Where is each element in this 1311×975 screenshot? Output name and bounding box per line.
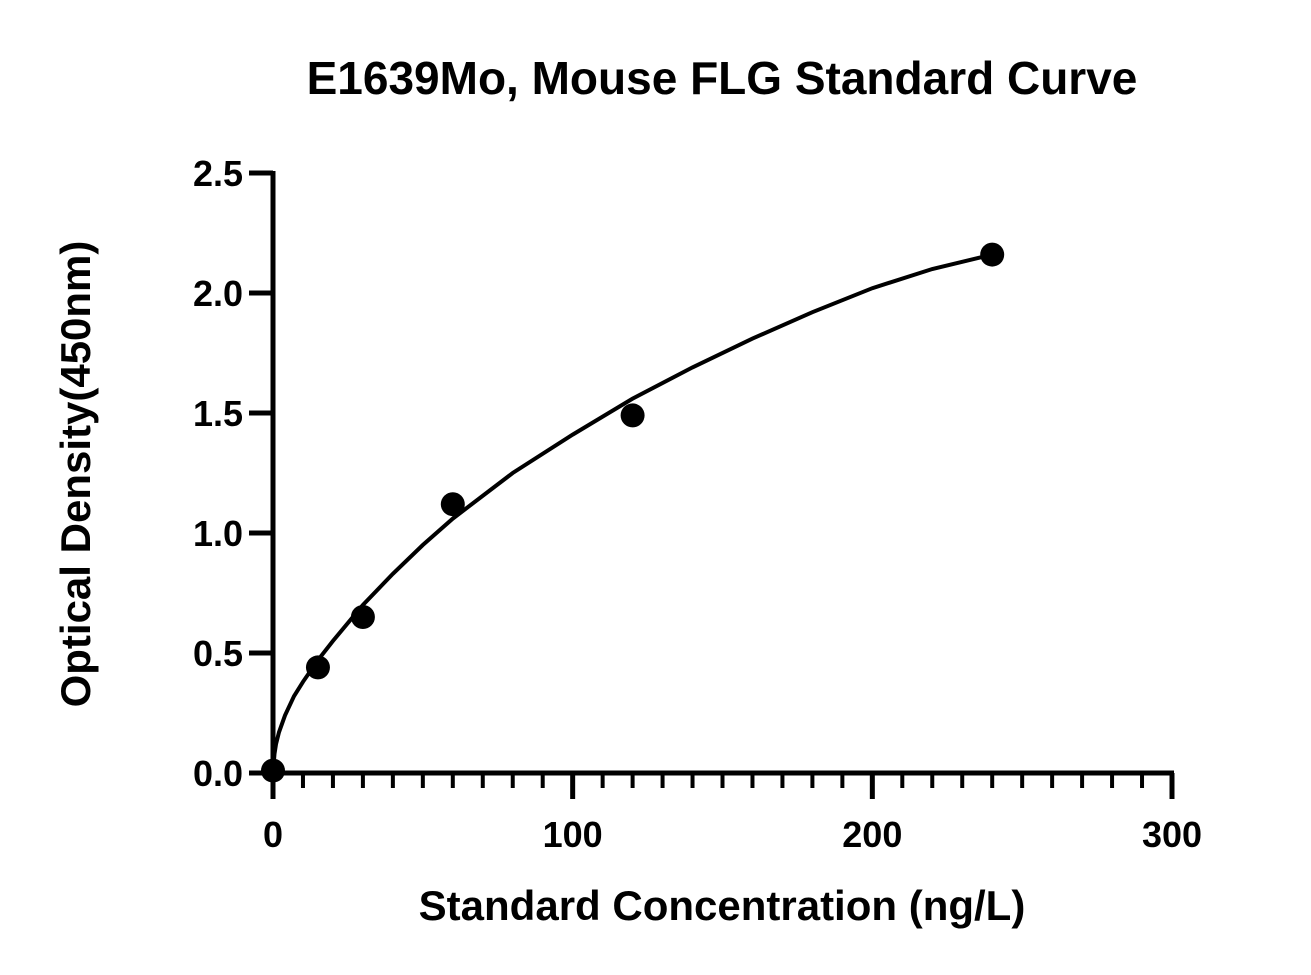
plot-area: 0.0 0.5 1.0 1.5 2.0 2.5 0 100 200 300 (193, 153, 1202, 855)
fit-curve-line (271, 252, 993, 774)
data-point-0 (261, 758, 285, 783)
y-tick-label-2: 1.0 (193, 513, 243, 554)
chart-title: E1639Mo, Mouse FLG Standard Curve (307, 52, 1138, 104)
y-tick-label-4: 2.0 (193, 273, 243, 314)
data-point-1 (305, 655, 330, 680)
data-point-2 (350, 605, 375, 629)
x-tick-label-0: 0 (263, 814, 283, 855)
data-point-5 (980, 242, 1005, 267)
x-tick-label-1: 100 (543, 814, 603, 855)
x-tick-label-2: 200 (842, 814, 902, 855)
y-tick-label-5: 2.5 (193, 153, 243, 194)
y-tick-label-3: 1.5 (193, 393, 243, 434)
x-tick-label-3: 300 (1142, 814, 1202, 855)
y-tick-label-1: 0.5 (193, 633, 243, 674)
data-point-3 (440, 492, 465, 517)
y-tick-label-0: 0.0 (193, 753, 243, 794)
y-axis-label: Optical Density(450nm) (52, 241, 99, 708)
x-axis-label: Standard Concentration (ng/L) (419, 882, 1026, 929)
data-point-4 (620, 403, 645, 428)
